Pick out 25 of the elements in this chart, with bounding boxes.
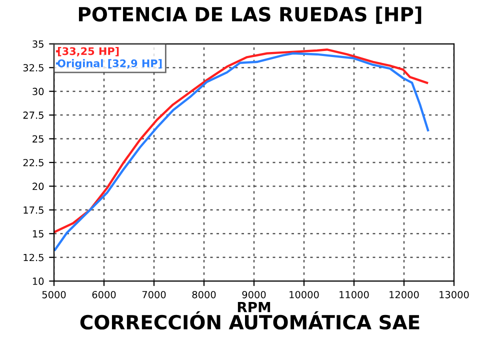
x-tick-label: 12000 [390, 290, 419, 298]
x-tick-label: 10000 [290, 290, 319, 298]
y-tick-label: 30 [32, 88, 44, 96]
x-tick-label: 13000 [440, 290, 469, 298]
x-tick-label: 7000 [142, 290, 166, 298]
chart-title: POTENCIA DE LAS RUEDAS [HP] [78, 6, 422, 24]
x-tick-label: 5000 [42, 290, 66, 298]
legend-label: Original [32,9 HP] [58, 59, 162, 70]
legend-label: [33,25 HP] [58, 47, 119, 56]
x-tick-label: 8000 [192, 290, 216, 298]
y-tick-label: 22.5 [23, 158, 44, 166]
y-tick-label: 17.5 [24, 206, 44, 214]
x-tick-label: 9000 [242, 290, 266, 298]
text: CORRECCIÓN AUTOMÁTICA SAE [80, 311, 420, 330]
y-tick-label: 32.5 [23, 64, 44, 72]
y-tick-label: 12.5 [24, 254, 44, 262]
x-tick-label: 11000 [340, 290, 369, 298]
x-axis-title: RPM [238, 302, 270, 312]
y-tick-label: 20 [32, 182, 44, 190]
y-tick-label: 10 [32, 278, 44, 285]
x-tick-label: 6000 [92, 290, 116, 298]
y-tick-label: 27.5 [23, 112, 44, 119]
y-tick-label: 35 [32, 40, 44, 48]
y-tick-label: 25 [32, 135, 44, 143]
y-tick-label: 15 [32, 230, 44, 238]
